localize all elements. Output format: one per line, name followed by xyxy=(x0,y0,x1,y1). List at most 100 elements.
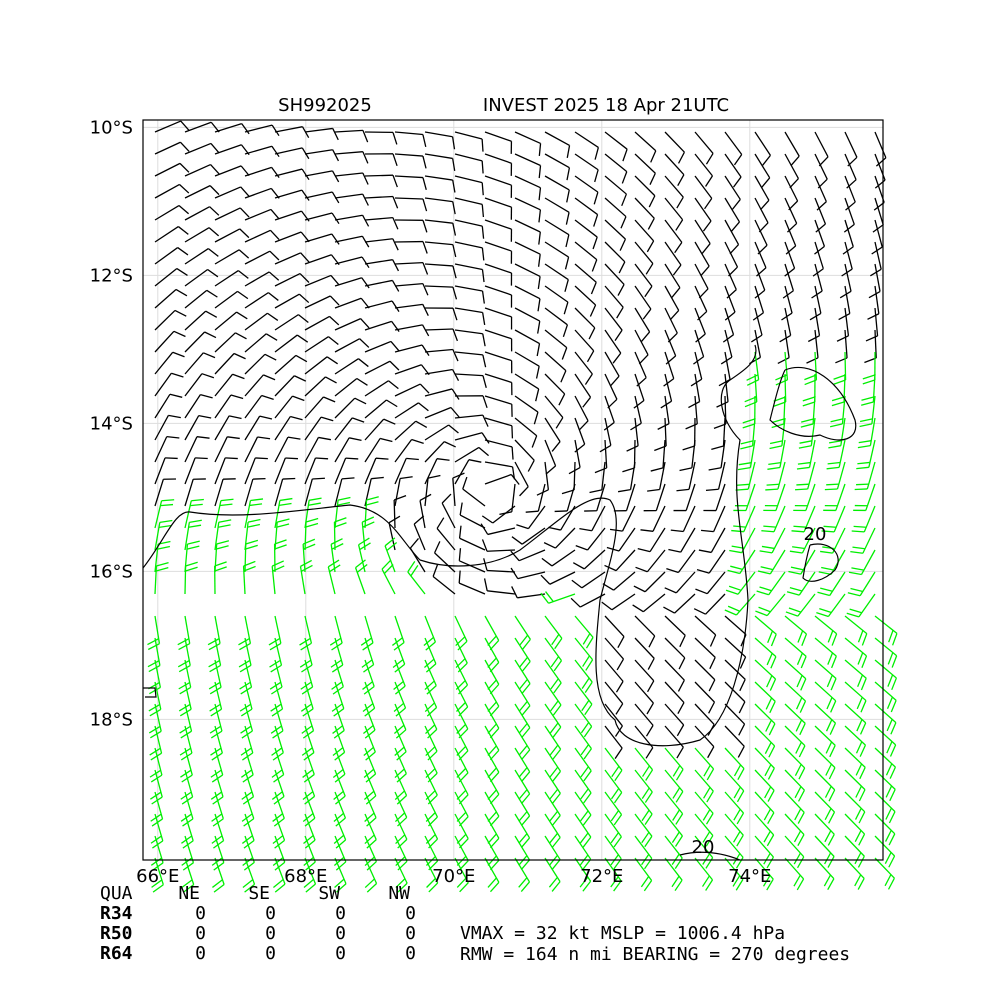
barb-staff xyxy=(544,373,566,395)
barb-feather xyxy=(812,268,824,277)
barb-feather xyxy=(737,466,751,471)
barb-feather xyxy=(761,177,771,188)
barb-staff xyxy=(814,307,821,336)
barb-feather xyxy=(395,878,406,889)
barb-staff xyxy=(634,637,655,659)
barb-feather xyxy=(150,774,163,783)
barb-staff xyxy=(364,438,381,463)
barb-staff xyxy=(484,131,512,142)
barb-feather xyxy=(178,681,191,690)
barb-staff xyxy=(304,376,326,397)
barb-feather xyxy=(816,612,829,618)
barb-feather xyxy=(361,277,370,289)
barb-feather xyxy=(765,488,778,491)
barb-feather xyxy=(767,812,775,825)
barb-staff xyxy=(454,197,483,206)
barb-feather xyxy=(586,350,595,363)
barb-feather xyxy=(511,446,514,460)
barb-feather xyxy=(797,630,804,643)
barb-feather xyxy=(208,659,220,668)
barb-staff xyxy=(184,394,201,419)
barb-feather xyxy=(552,726,562,738)
barb-feather xyxy=(300,252,310,263)
barb-feather xyxy=(244,883,255,893)
barb-feather xyxy=(521,661,531,672)
barb-staff xyxy=(521,527,546,545)
barb-staff xyxy=(601,461,606,490)
barb-feather xyxy=(415,420,428,428)
barb-feather xyxy=(233,352,246,360)
barb-staff xyxy=(459,514,486,529)
barb-staff xyxy=(484,285,512,296)
barb-feather xyxy=(410,564,419,577)
barb-feather xyxy=(676,196,684,209)
barb-staff xyxy=(574,395,589,422)
barb-feather xyxy=(363,790,375,801)
barb-feather xyxy=(589,304,597,317)
barb-feather xyxy=(519,634,529,646)
barb-feather xyxy=(519,486,529,497)
barb-feather xyxy=(705,813,714,825)
barb-staff xyxy=(694,307,706,335)
barb-staff xyxy=(214,311,237,331)
barb-staff xyxy=(184,565,187,595)
barb-feather xyxy=(764,764,772,777)
barb-feather xyxy=(677,174,685,187)
barb-feather xyxy=(207,638,220,646)
barb-feather xyxy=(785,245,797,255)
barb-staff xyxy=(214,394,232,419)
barb-feather xyxy=(793,874,801,887)
barb-feather xyxy=(360,318,370,329)
barb-feather xyxy=(798,767,806,780)
barb-feather xyxy=(296,334,309,343)
barb-feather xyxy=(761,530,775,533)
barb-feather xyxy=(363,746,374,757)
barb-feather xyxy=(303,878,315,889)
barb-staff xyxy=(754,175,770,201)
barb-feather xyxy=(846,179,857,189)
barb-feather xyxy=(790,155,800,167)
barb-feather xyxy=(522,638,531,650)
barb-feather xyxy=(671,287,681,298)
barb-staff xyxy=(604,439,608,468)
barb-feather xyxy=(481,539,488,552)
title-left: SH992025 xyxy=(278,95,372,116)
barb-staff xyxy=(364,300,393,309)
barb-feather xyxy=(561,489,575,495)
barb-staff xyxy=(649,527,666,553)
barb-staff xyxy=(604,329,622,354)
barb-feather xyxy=(290,415,303,421)
barb-feather xyxy=(615,681,624,693)
barb-staff xyxy=(244,292,269,309)
barb-staff xyxy=(514,175,541,189)
barb-feather xyxy=(579,832,589,844)
barb-feather xyxy=(301,747,313,756)
barb-staff xyxy=(844,131,858,158)
barb-staff xyxy=(394,303,423,309)
barb-staff xyxy=(304,254,332,265)
table-header: SW xyxy=(318,883,340,904)
barb-feather xyxy=(308,502,321,506)
barb-feather xyxy=(884,874,892,887)
barb-staff xyxy=(514,373,540,390)
barb-feather xyxy=(889,789,896,802)
barb-staff xyxy=(754,307,763,336)
barb-feather xyxy=(292,395,305,402)
barb-feather xyxy=(677,702,685,714)
barb-staff xyxy=(754,197,769,224)
barb-staff xyxy=(364,238,393,243)
barb-feather xyxy=(389,360,400,371)
barb-feather xyxy=(663,378,675,387)
barb-feather xyxy=(846,612,860,618)
barb-staff xyxy=(874,219,883,248)
barb-staff xyxy=(596,483,606,511)
barb-feather xyxy=(799,700,807,713)
barb-feather xyxy=(510,474,520,485)
barb-feather xyxy=(487,811,497,822)
barb-feather xyxy=(796,675,803,688)
barb-feather xyxy=(852,546,866,550)
barb-feather xyxy=(249,503,263,507)
barb-feather xyxy=(709,657,716,670)
barb-feather xyxy=(889,744,897,757)
barb-staff xyxy=(154,226,179,243)
